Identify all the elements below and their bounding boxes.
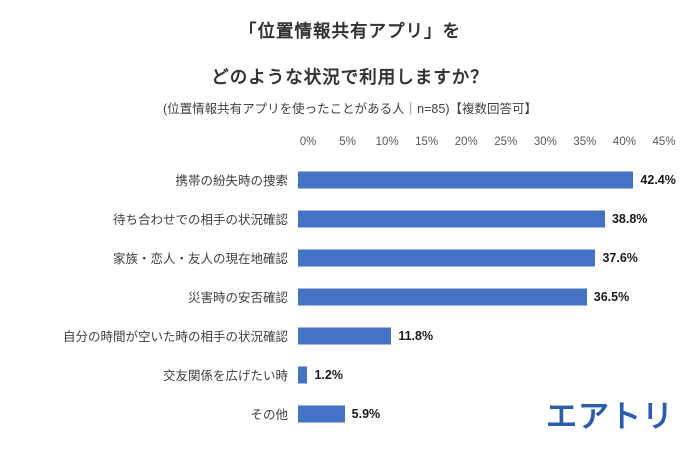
value-label: 38.8% (611, 211, 648, 226)
bar (298, 288, 587, 305)
category-label: 携帯の紛失時の捜索 (175, 174, 288, 188)
category-label: 災害時の安否確認 (187, 291, 288, 305)
x-axis-tick: 45% (652, 136, 676, 148)
bar (298, 327, 392, 344)
plot-area: 5.9% (298, 394, 654, 433)
plot-area: 1.2% (298, 355, 654, 394)
chart-subtitle: (位置情報共有アプリを使ったことがある人｜n=85)【複数回答可】 (163, 102, 537, 116)
chart-row: 災害時の安否確認 36.5% (0, 277, 700, 316)
chart-row: その他 5.9% (0, 394, 700, 433)
bar (298, 171, 634, 188)
bar (298, 366, 308, 383)
value-label: 11.8% (398, 328, 434, 343)
chart-row: 家族・恋人・友人の現在地確認 37.6% (0, 238, 700, 277)
airtrip-logo: エアトリ (546, 399, 674, 434)
value-label: 5.9% (351, 406, 381, 421)
value-label: 37.6% (602, 250, 638, 265)
bar (298, 249, 596, 266)
chart-title-line1: 「位置情報共有アプリ」を (239, 21, 461, 41)
plot-area: 11.8% (298, 316, 654, 355)
value-label: 36.5% (593, 289, 630, 304)
category-label: 待ち合わせでの相手の状況確認 (112, 213, 288, 227)
x-axis-tick: 35% (573, 136, 597, 148)
chart-row: 交友関係を広げたい時 1.2% (0, 355, 700, 394)
x-axis-tick: 30% (533, 136, 557, 148)
plot-area: 38.8% (298, 199, 654, 238)
x-axis-tick: 10% (375, 136, 399, 148)
x-axis-tick: 15% (415, 136, 439, 148)
chart-row: 自分の時間が空いた時の相手の状況確認 11.8% (0, 316, 700, 355)
value-label: 42.4% (640, 172, 676, 187)
x-axis: 0% 5% 10% 15% 20% 25% 30% 35% 40% 45% (300, 136, 676, 152)
value-label: 1.2% (314, 367, 343, 382)
x-axis-tick: 5% (339, 136, 356, 148)
x-axis-tick: 40% (612, 136, 636, 148)
x-axis-tick: 20% (454, 136, 478, 148)
category-label: その他 (250, 408, 288, 422)
x-axis-tick: 25% (494, 136, 518, 148)
bar (298, 210, 605, 227)
chart-row: 待ち合わせでの相手の状況確認 38.8% (0, 199, 700, 238)
category-label: 自分の時間が空いた時の相手の状況確認 (62, 330, 288, 344)
plot-area: 42.4% (298, 160, 676, 199)
x-axis-tick: 0% (299, 136, 317, 148)
plot-area: 37.6% (298, 238, 654, 277)
chart-title-line2: どのような状況で利用しますか？ (211, 67, 489, 87)
bar (298, 405, 345, 422)
chart-row: 携帯の紛失時の捜索 42.4% (0, 160, 700, 199)
category-label: 家族・恋人・友人の現在地確認 (112, 252, 288, 266)
plot-area: 36.5% (298, 277, 654, 316)
category-label: 交友関係を広げたい時 (162, 369, 288, 383)
chart-rows: 携帯の紛失時の捜索 42.4% 待ち合わせでの相手の状況確認 38.8% 家族・恋人・友… (0, 160, 700, 433)
